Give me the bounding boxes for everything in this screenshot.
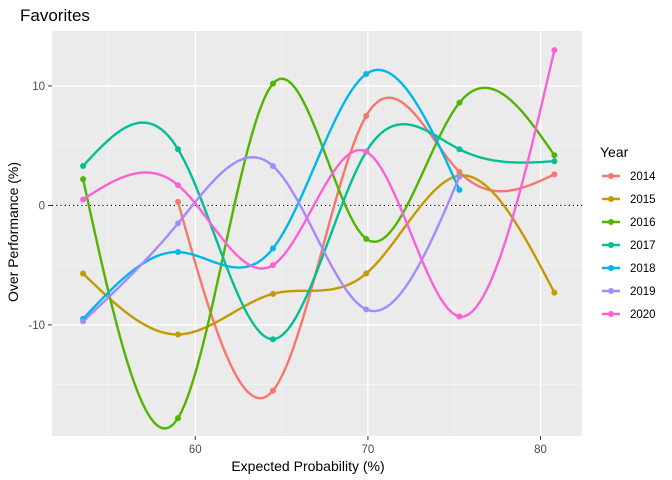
data-point-2020 — [80, 196, 87, 203]
x-axis-title: Expected Probability (%) — [231, 458, 384, 474]
legend-label-2016: 2016 — [630, 217, 656, 229]
x-tick-label: 80 — [534, 444, 547, 456]
data-point-2017 — [456, 146, 463, 153]
y-tick-label: 0 — [39, 200, 45, 212]
data-point-2016 — [269, 80, 276, 87]
data-point-2020 — [175, 182, 182, 189]
legend-label-2014: 2014 — [630, 171, 656, 183]
data-point-2014 — [269, 387, 276, 394]
legend-label-2020: 2020 — [630, 309, 656, 321]
series-line-2016 — [81, 77, 556, 430]
data-point-2016 — [551, 152, 558, 159]
data-point-2018 — [456, 186, 463, 193]
legend-key-point-2016 — [608, 219, 614, 225]
legend-label-2017: 2017 — [630, 240, 656, 252]
data-point-2020 — [363, 148, 370, 155]
data-point-2015 — [80, 270, 87, 277]
legend-key-point-2019 — [608, 288, 614, 294]
legend-title: Year — [600, 144, 629, 160]
data-point-2014 — [551, 171, 558, 178]
data-point-2016 — [363, 235, 370, 242]
data-point-2019 — [269, 163, 276, 169]
x-axis: 60 70 80 — [189, 436, 547, 456]
data-point-2019 — [456, 173, 463, 180]
legend-key-point-2014 — [608, 173, 614, 179]
legend-label-2019: 2019 — [630, 286, 656, 298]
data-point-2019 — [80, 318, 87, 325]
data-point-2018 — [363, 71, 370, 78]
y-axis-title: Over Performance (%) — [5, 162, 21, 302]
data-point-2017 — [551, 158, 558, 165]
data-point-2020 — [269, 262, 276, 269]
plot-panel — [52, 31, 582, 436]
x-tick-label: 70 — [362, 444, 375, 456]
data-point-2016 — [80, 176, 87, 183]
data-point-2018 — [269, 245, 276, 252]
data-point-2020 — [551, 47, 558, 54]
data-point-2019 — [175, 220, 182, 227]
series-points — [80, 47, 558, 422]
data-point-2018 — [175, 249, 182, 256]
x-tick-label: 60 — [189, 444, 202, 456]
y-axis: -10 0 10 — [28, 81, 52, 332]
legend-key-point-2020 — [608, 311, 614, 317]
chart-title: Favorites — [20, 6, 90, 25]
data-point-2017 — [269, 336, 276, 343]
legend: Year 2014 2015 2016 2017 2018 2019 2020 — [600, 144, 656, 321]
series-line-2015 — [82, 174, 556, 336]
y-tick-label: -10 — [28, 320, 45, 332]
legend-key-point-2018 — [608, 265, 614, 271]
data-point-2015 — [269, 290, 276, 297]
series-line-2017 — [82, 121, 555, 341]
data-point-2015 — [363, 270, 370, 277]
data-point-2020 — [456, 313, 463, 320]
data-point-2017 — [80, 163, 87, 169]
y-tick-label: 10 — [32, 81, 45, 93]
data-point-2016 — [175, 415, 182, 422]
data-point-2015 — [175, 331, 182, 338]
legend-label-2015: 2015 — [630, 194, 656, 206]
legend-label-2018: 2018 — [630, 263, 656, 275]
data-point-2015 — [551, 289, 558, 296]
data-point-2019 — [363, 306, 370, 313]
data-point-2017 — [175, 146, 182, 153]
legend-key-point-2015 — [608, 196, 614, 202]
series-line-2020 — [82, 49, 556, 318]
data-point-2014 — [363, 112, 370, 119]
legend-key-point-2017 — [608, 242, 614, 248]
data-point-2014 — [175, 198, 182, 205]
data-point-2016 — [456, 99, 463, 106]
